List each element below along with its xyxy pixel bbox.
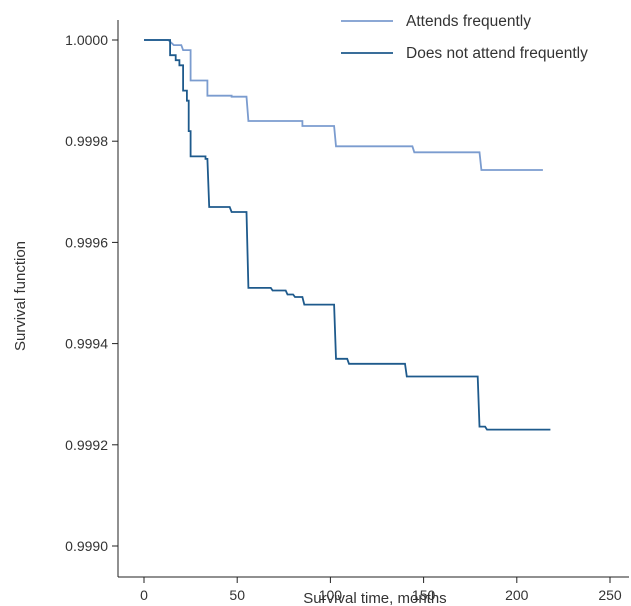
y-tick-label: 0.9998 (65, 133, 108, 149)
x-tick-label: 250 (598, 587, 622, 603)
x-tick-label: 0 (140, 587, 148, 603)
y-tick-label: 0.9996 (65, 234, 108, 250)
legend-label-1: Attends frequently (406, 13, 531, 30)
legend: Attends frequently Does not attend freque… (341, 13, 588, 62)
y-tick-label: 1.0000 (65, 32, 108, 48)
y-tick-label: 0.9990 (65, 538, 108, 554)
y-tick-label: 0.9992 (65, 437, 108, 453)
x-tick-label: 50 (229, 587, 245, 603)
y-tick-label: 0.9994 (65, 336, 108, 352)
y-axis-ticks: 0.9990 0.9992 0.9994 0.9996 0.9998 1.0000 (65, 32, 118, 554)
x-tick-label: 100 (319, 587, 343, 603)
series-lines (144, 39, 551, 431)
x-axis-label: Survival time, months (303, 590, 446, 606)
x-tick-label: 200 (505, 587, 529, 603)
x-tick-label: 150 (412, 587, 436, 603)
y-axis-label: Survival function (12, 241, 29, 351)
series-line-2 (144, 39, 551, 431)
series-line-1 (144, 39, 543, 171)
x-axis-ticks: 0 50 100 150 200 250 (140, 577, 622, 603)
legend-label-2: Does not attend frequently (406, 45, 588, 62)
